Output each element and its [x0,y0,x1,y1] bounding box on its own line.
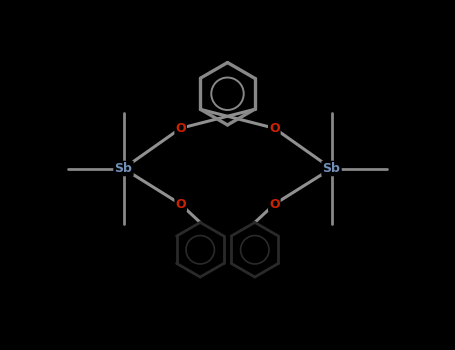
Text: O: O [175,198,186,211]
Text: O: O [269,122,280,135]
Text: Sb: Sb [115,162,132,175]
Text: O: O [175,122,186,135]
Text: O: O [269,198,280,211]
Text: Sb: Sb [323,162,340,175]
